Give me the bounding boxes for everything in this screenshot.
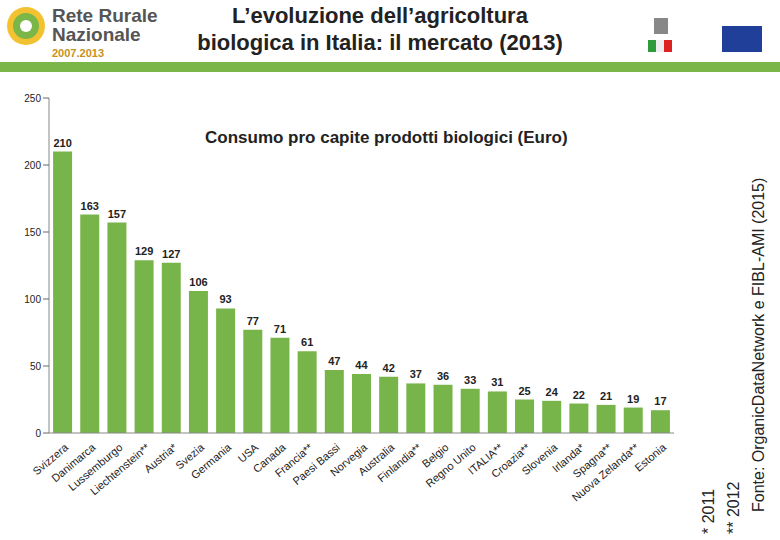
svg-text:Australia: Australia <box>355 441 397 478</box>
svg-text:19: 19 <box>627 393 639 405</box>
svg-text:31: 31 <box>491 376 503 388</box>
svg-text:157: 157 <box>108 208 126 220</box>
svg-text:Regno Unito: Regno Unito <box>423 441 478 490</box>
svg-text:Austria*: Austria* <box>142 441 180 475</box>
svg-text:Irlanda*: Irlanda* <box>549 441 587 475</box>
svg-text:106: 106 <box>189 276 207 288</box>
svg-text:Slovenia: Slovenia <box>519 441 560 478</box>
svg-text:Germania: Germania <box>189 440 234 481</box>
svg-text:93: 93 <box>219 293 231 305</box>
html-text:biologica in Italia: il mercat: biologica in Italia: il mercato (2013) <box>197 30 563 55</box>
html-text:Nazionale: Nazionale <box>52 24 141 45</box>
svg-text:Svezia: Svezia <box>173 441 207 472</box>
svg-text:50: 50 <box>30 361 42 372</box>
svg-text:Svizzera: Svizzera <box>30 441 71 478</box>
html-text:Rete Rurale: Rete Rurale <box>52 5 158 26</box>
svg-text:200: 200 <box>24 160 41 171</box>
svg-text:21: 21 <box>600 390 612 402</box>
svg-text:Francia**: Francia** <box>272 441 315 480</box>
svg-text:Paesi Bassi: Paesi Bassi <box>290 441 342 488</box>
svg-text:Norvegia: Norvegia <box>327 441 370 479</box>
svg-text:Fonte: OrganicDataNetwork e FI: Fonte: OrganicDataNetwork e FIBL-AMI (20… <box>750 178 767 512</box>
svg-text:0: 0 <box>35 428 41 439</box>
svg-text:42: 42 <box>383 362 395 374</box>
svg-text:163: 163 <box>81 200 99 212</box>
svg-text:Liechtenstein**: Liechtenstein** <box>88 441 152 498</box>
svg-text:Danimarca: Danimarca <box>49 441 98 485</box>
svg-text:USA: USA <box>235 441 261 465</box>
svg-text:37: 37 <box>410 368 422 380</box>
svg-text:210: 210 <box>53 137 71 149</box>
svg-text:61: 61 <box>301 336 313 348</box>
html-text:Consumo pro capite prodotti bi: Consumo pro capite prodotti biologici (E… <box>205 128 568 147</box>
svg-text:Estonia: Estonia <box>632 440 668 473</box>
svg-text:Croazia**: Croazia** <box>488 441 533 481</box>
svg-text:77: 77 <box>247 315 259 327</box>
html-text:L’evoluzione dell’agricoltura: L’evoluzione dell’agricoltura <box>232 3 528 28</box>
svg-text:33: 33 <box>464 374 476 386</box>
svg-text:71: 71 <box>274 323 286 335</box>
svg-text:Canada: Canada <box>250 441 288 475</box>
html-text:2007.2013: 2007.2013 <box>52 47 104 59</box>
svg-text:250: 250 <box>24 93 41 104</box>
svg-text:ITALIA**: ITALIA** <box>465 441 506 477</box>
svg-text:127: 127 <box>162 248 180 260</box>
svg-text:100: 100 <box>24 294 41 305</box>
svg-text:Spagna**: Spagna** <box>570 441 614 481</box>
svg-text:** 2012: ** 2012 <box>725 481 742 534</box>
svg-text:22: 22 <box>573 389 585 401</box>
svg-text:129: 129 <box>135 245 153 257</box>
svg-text:Belgio: Belgio <box>419 441 451 470</box>
svg-text:Lussemburgo: Lussemburgo <box>65 441 125 493</box>
svg-text:44: 44 <box>355 359 368 371</box>
svg-text:25: 25 <box>518 385 530 397</box>
svg-text:Nuova Zelanda**: Nuova Zelanda** <box>570 441 642 504</box>
svg-text:150: 150 <box>24 227 41 238</box>
svg-text:36: 36 <box>437 370 449 382</box>
svg-text:* 2011: * 2011 <box>700 489 717 534</box>
svg-text:24: 24 <box>546 386 559 398</box>
svg-text:Finlandia**: Finlandia** <box>375 441 424 485</box>
svg-text:17: 17 <box>654 395 666 407</box>
svg-text:47: 47 <box>328 355 340 367</box>
